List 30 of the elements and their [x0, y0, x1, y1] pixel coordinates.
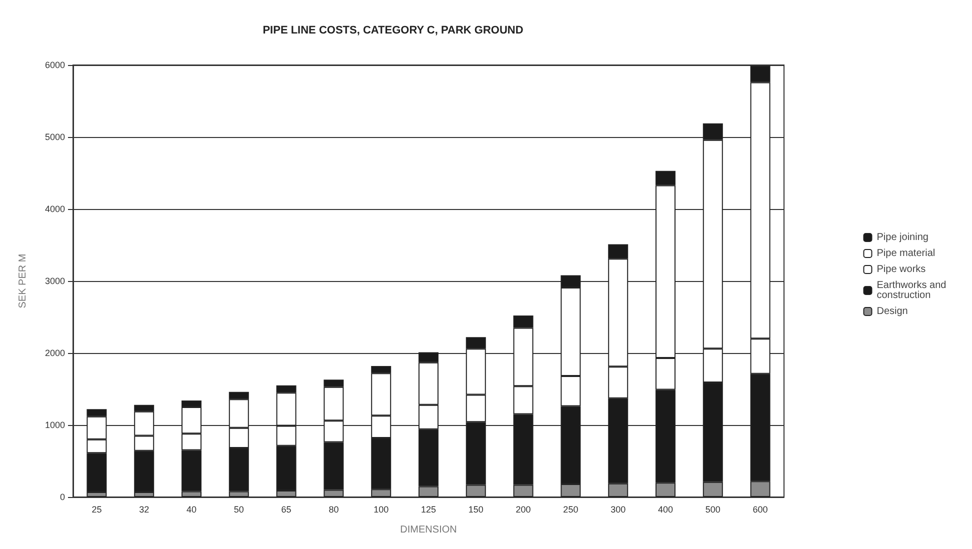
legend-label: Earthworks and construction	[876, 280, 950, 301]
y-tick-label: 1000	[44, 420, 65, 430]
x-tick-label: 150	[468, 504, 484, 514]
x-tick-label: 50	[234, 504, 244, 514]
x-axis-title: DIMENSION	[400, 524, 457, 536]
legend-label: Pipe material	[876, 248, 936, 259]
x-tick-label: 32	[139, 504, 150, 514]
legend-label: Pipe joining	[876, 232, 928, 243]
x-tick-label: 500	[705, 504, 720, 514]
y-tick-label: 3000	[44, 276, 65, 286]
x-tick-label: 200	[516, 504, 531, 514]
x-tick-label: 125	[420, 504, 436, 514]
y-tick-label: 0	[60, 492, 65, 502]
x-tick-label: 600	[752, 504, 768, 514]
y-tick-label: 4000	[44, 204, 65, 214]
chart-title: PIPE LINE COSTS, CATEGORY C, PARK GROUND	[262, 24, 524, 36]
x-tick-label: 80	[328, 504, 339, 514]
y-tick-label: 6000	[44, 60, 65, 70]
x-tick-label: 300	[610, 504, 626, 514]
x-tick-label: 100	[374, 504, 389, 514]
x-tick-label: 40	[186, 504, 197, 514]
y-axis-title: SEK PER M	[18, 254, 28, 308]
x-tick-label: 400	[658, 504, 674, 514]
y-tick-label: 2000	[44, 348, 65, 358]
y-tick-label: 5000	[44, 132, 65, 142]
x-tick-label: 65	[281, 504, 292, 514]
legend-label: Pipe works	[876, 264, 926, 275]
x-tick-label: 25	[92, 504, 102, 514]
legend-label: Design	[876, 306, 908, 317]
x-tick-label: 250	[563, 504, 578, 514]
